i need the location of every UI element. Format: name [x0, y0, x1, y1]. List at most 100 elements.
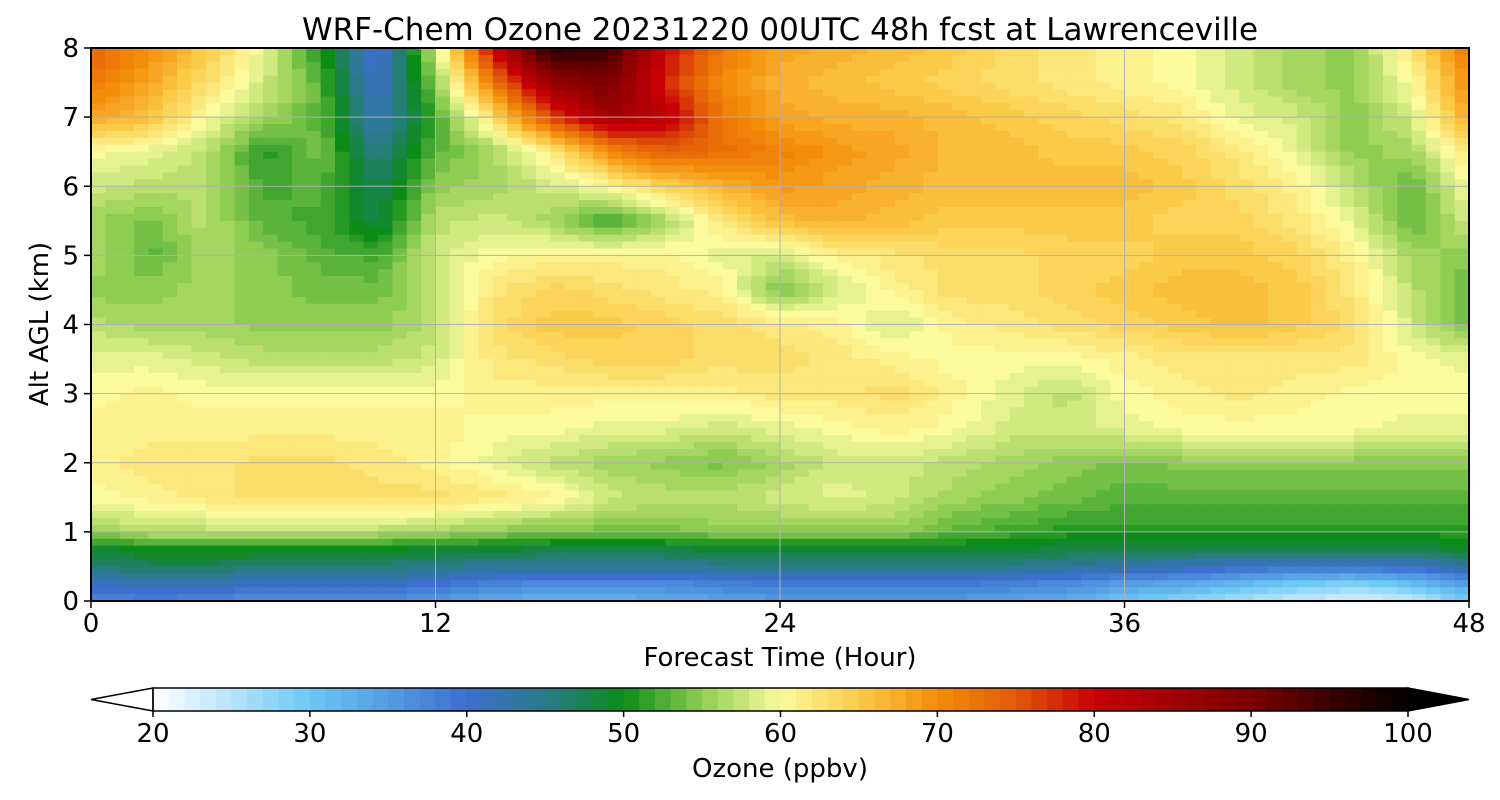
heatmap-cell	[722, 241, 738, 250]
heatmap-cell	[1224, 137, 1240, 146]
heatmap-cell	[134, 89, 150, 97]
heatmap-cell	[1253, 158, 1269, 167]
heatmap-cell	[449, 324, 465, 333]
heatmap-cell	[607, 372, 623, 381]
heatmap-cell	[1138, 165, 1154, 174]
heatmap-cell	[320, 262, 336, 270]
heatmap-cell	[234, 310, 250, 319]
heatmap-cell	[1339, 103, 1355, 111]
heatmap-cell	[866, 248, 882, 256]
heatmap-cell	[335, 193, 350, 201]
heatmap-cell	[435, 283, 451, 291]
heatmap-cell	[780, 158, 795, 167]
heatmap-cell	[205, 151, 221, 160]
heatmap-cell	[765, 393, 781, 402]
heatmap-cell	[593, 359, 609, 367]
heatmap-cell	[837, 400, 853, 409]
heatmap-cell	[708, 213, 724, 222]
heatmap-cell	[636, 386, 652, 395]
heatmap-cell	[751, 179, 767, 187]
heatmap-cell	[148, 220, 164, 229]
heatmap-cell	[1038, 103, 1054, 111]
heatmap-cell	[421, 206, 437, 215]
heatmap-cell	[1311, 269, 1327, 277]
heatmap-cell	[1296, 82, 1312, 91]
heatmap-cell	[521, 165, 537, 174]
heatmap-cell	[995, 179, 1011, 187]
heatmap-cell	[708, 110, 724, 118]
heatmap-cell	[1024, 289, 1039, 298]
heatmap-cell	[593, 165, 609, 174]
heatmap-cell	[966, 338, 982, 346]
heatmap-cell	[1296, 365, 1312, 374]
heatmap-cell	[966, 372, 982, 381]
heatmap-cell	[952, 220, 968, 229]
heatmap-cell	[105, 110, 121, 118]
heatmap-cell	[1239, 393, 1255, 402]
heatmap-cell	[866, 158, 882, 167]
heatmap-cell	[392, 82, 408, 91]
heatmap-cell	[650, 165, 666, 174]
heatmap-cell	[1339, 227, 1355, 236]
heatmap-cell	[751, 276, 767, 284]
heatmap-cell	[579, 269, 594, 277]
heatmap-cell	[1397, 158, 1413, 167]
heatmap-cell	[708, 248, 724, 256]
heatmap-cell	[1368, 158, 1384, 167]
heatmap-cell	[1009, 151, 1025, 160]
heatmap-cell	[435, 255, 451, 263]
heatmap-cell	[851, 144, 867, 153]
heatmap-cell	[880, 172, 896, 180]
heatmap-cell	[234, 158, 250, 167]
heatmap-cell	[478, 213, 494, 222]
heatmap-cell	[1067, 241, 1083, 250]
heatmap-cell	[780, 262, 795, 270]
heatmap-cell	[909, 365, 925, 374]
heatmap-cell	[1196, 331, 1212, 339]
heatmap-cell	[1038, 186, 1054, 194]
heatmap-cell	[248, 54, 264, 63]
heatmap-cell	[105, 96, 121, 104]
heatmap-cell	[995, 227, 1011, 236]
heatmap-cell	[248, 241, 264, 250]
heatmap-cell	[449, 317, 465, 326]
heatmap-cell	[564, 324, 580, 333]
heatmap-cell	[1153, 124, 1169, 132]
heatmap-cell	[1124, 103, 1140, 111]
heatmap-cell	[765, 103, 781, 111]
heatmap-cell	[378, 310, 394, 319]
heatmap-cell	[406, 151, 422, 160]
heatmap-cell	[708, 317, 724, 326]
heatmap-cell	[464, 338, 480, 346]
heatmap-cell	[607, 296, 623, 305]
heatmap-cell	[105, 200, 121, 208]
heatmap-cell	[1110, 172, 1126, 180]
heatmap-cell	[564, 338, 580, 346]
heatmap-cell	[1167, 379, 1183, 388]
heatmap-cell	[780, 248, 795, 256]
heatmap-cell	[363, 248, 379, 256]
heatmap-cell	[851, 206, 867, 215]
heatmap-cell	[1411, 393, 1427, 402]
heatmap-cell	[306, 61, 322, 70]
heatmap-cell	[708, 283, 724, 291]
heatmap-cell	[234, 386, 250, 395]
heatmap-cell	[1210, 379, 1226, 388]
heatmap-cell	[794, 110, 810, 118]
heatmap-cell	[593, 400, 609, 409]
heatmap-cell	[593, 234, 609, 243]
heatmap-cell	[320, 158, 336, 167]
heatmap-cell	[736, 144, 752, 153]
heatmap-cell	[837, 379, 853, 388]
heatmap-cell	[607, 289, 623, 298]
heatmap-cell	[866, 68, 882, 77]
heatmap-cell	[191, 186, 207, 194]
heatmap-cell	[162, 296, 178, 305]
heatmap-cell	[794, 220, 810, 229]
heatmap-cell	[995, 75, 1011, 84]
heatmap-cell	[937, 61, 953, 70]
heatmap-cell	[722, 130, 738, 139]
heatmap-cell	[363, 54, 379, 63]
heatmap-cell	[550, 400, 566, 409]
heatmap-cell	[492, 393, 508, 402]
